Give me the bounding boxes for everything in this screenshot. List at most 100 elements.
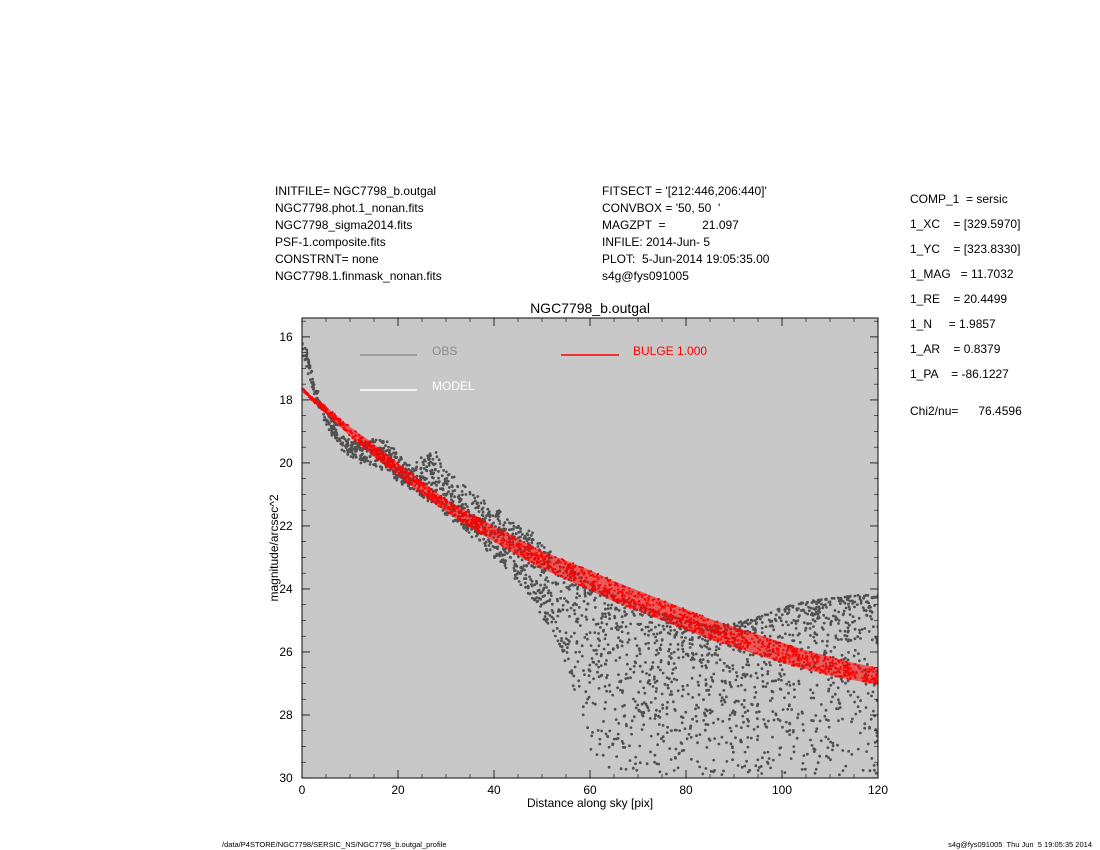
obs-point bbox=[642, 723, 646, 727]
obs-point bbox=[838, 629, 842, 633]
bulge-point bbox=[845, 661, 849, 664]
bulge-point bbox=[846, 663, 850, 666]
obs-point bbox=[713, 653, 717, 656]
obs-point bbox=[866, 663, 869, 666]
obs-point bbox=[794, 622, 798, 625]
obs-point bbox=[541, 595, 545, 598]
obs-point bbox=[675, 728, 678, 732]
obs-point bbox=[488, 548, 492, 552]
obs-point bbox=[502, 527, 505, 531]
obs-point bbox=[834, 636, 838, 640]
bulge-point bbox=[578, 565, 581, 569]
bulge-point bbox=[675, 622, 678, 625]
obs-point bbox=[599, 626, 602, 629]
bulge-point bbox=[806, 657, 809, 660]
bulge-point bbox=[670, 608, 673, 611]
bulge-point bbox=[824, 662, 828, 665]
bulge-point bbox=[638, 593, 641, 596]
obs-point bbox=[681, 650, 685, 653]
bulge-point bbox=[372, 448, 375, 451]
obs-point bbox=[555, 627, 559, 630]
obs-point bbox=[354, 455, 358, 459]
bulge-point bbox=[394, 465, 397, 468]
bulge-point bbox=[608, 588, 611, 591]
obs-point bbox=[744, 621, 748, 624]
header-line: CONSTRNT= none bbox=[275, 252, 379, 266]
obs-point bbox=[779, 663, 782, 667]
bulge-point bbox=[663, 600, 666, 603]
obs-point bbox=[833, 692, 837, 696]
obs-point bbox=[695, 703, 698, 707]
obs-point bbox=[646, 625, 650, 629]
obs-point bbox=[838, 773, 841, 777]
bulge-point bbox=[696, 621, 699, 624]
bulge-point bbox=[791, 664, 794, 667]
obs-point bbox=[731, 758, 734, 762]
obs-point bbox=[447, 486, 451, 489]
obs-point bbox=[568, 615, 571, 618]
bulge-point bbox=[505, 543, 508, 546]
bulge-point bbox=[681, 607, 685, 610]
obs-point bbox=[745, 759, 748, 763]
bulge-point bbox=[600, 576, 603, 579]
obs-point bbox=[619, 767, 623, 771]
obs-point bbox=[583, 589, 587, 592]
bulge-point bbox=[541, 555, 544, 558]
obs-point bbox=[539, 573, 542, 577]
obs-point bbox=[647, 647, 651, 650]
obs-point bbox=[774, 712, 778, 716]
obs-point bbox=[732, 750, 735, 754]
bulge-point bbox=[502, 532, 505, 536]
bulge-point bbox=[734, 626, 737, 629]
obs-point bbox=[834, 634, 838, 638]
header-line: NGC7798.phot.1_nonan.fits bbox=[275, 201, 424, 215]
obs-point bbox=[728, 726, 732, 730]
obs-point bbox=[426, 454, 430, 458]
obs-point bbox=[453, 495, 456, 499]
bulge-point bbox=[362, 445, 365, 448]
obs-point bbox=[704, 678, 708, 682]
bulge-point bbox=[853, 673, 856, 677]
obs-point bbox=[447, 490, 450, 494]
bulge-point bbox=[750, 637, 754, 641]
bulge-point bbox=[653, 614, 656, 618]
x-axis-label: Distance along sky [pix] bbox=[527, 796, 653, 810]
obs-point bbox=[787, 608, 791, 612]
bulge-point bbox=[629, 604, 633, 607]
bulge-point bbox=[539, 563, 543, 566]
bulge-point bbox=[822, 659, 825, 662]
obs-point bbox=[456, 520, 459, 523]
obs-point bbox=[544, 601, 548, 604]
bulge-point bbox=[614, 584, 617, 587]
obs-point bbox=[394, 451, 397, 455]
obs-point bbox=[512, 527, 515, 531]
obs-point bbox=[614, 718, 618, 721]
bulge-point bbox=[598, 586, 601, 589]
obs-point bbox=[817, 605, 821, 609]
obs-point bbox=[639, 622, 643, 626]
bulge-point bbox=[591, 587, 594, 590]
obs-point bbox=[875, 637, 878, 641]
obs-point bbox=[530, 541, 534, 545]
bulge-point bbox=[698, 631, 701, 634]
obs-point bbox=[656, 743, 659, 747]
obs-point bbox=[754, 671, 758, 675]
bulge-point bbox=[453, 514, 456, 517]
obs-point bbox=[556, 582, 560, 586]
obs-point bbox=[576, 660, 580, 663]
obs-point bbox=[532, 565, 536, 569]
obs-point bbox=[769, 766, 772, 770]
obs-point bbox=[833, 645, 836, 649]
obs-point bbox=[716, 653, 719, 657]
obs-point bbox=[613, 616, 617, 620]
obs-point bbox=[698, 674, 702, 677]
obs-point bbox=[870, 757, 874, 760]
obs-point bbox=[549, 594, 553, 597]
bulge-point bbox=[684, 628, 687, 631]
bulge-point bbox=[440, 500, 443, 503]
bulge-point bbox=[475, 522, 478, 525]
obs-point bbox=[599, 664, 603, 667]
obs-point bbox=[543, 615, 547, 618]
obs-point bbox=[844, 621, 848, 624]
obs-point bbox=[582, 599, 586, 603]
